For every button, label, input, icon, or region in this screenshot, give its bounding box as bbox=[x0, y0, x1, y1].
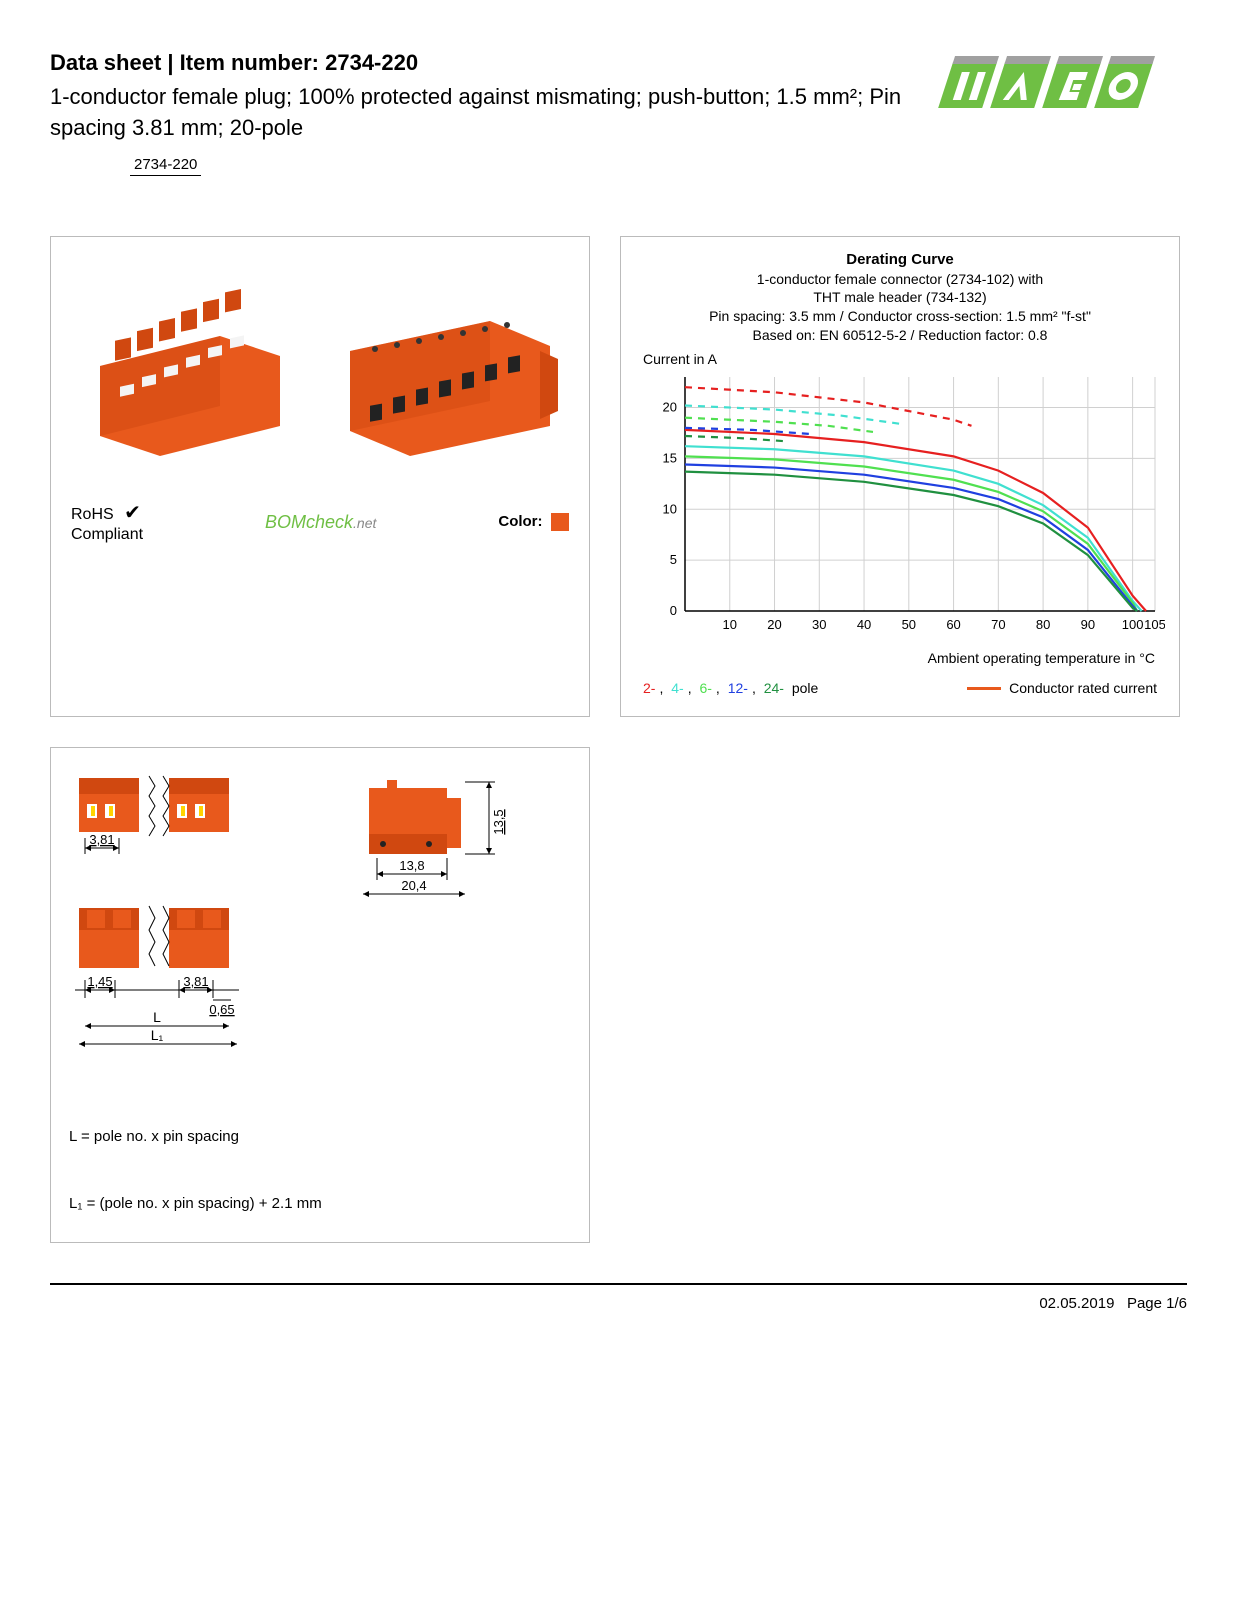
check-icon: ✔ bbox=[124, 502, 141, 524]
wago-logo bbox=[927, 50, 1187, 125]
dimensions-panel: 3,811,453,810,65LL₁ 13,513,820,4 L = pol… bbox=[50, 747, 590, 1243]
color-swatch bbox=[551, 513, 569, 531]
item-badge: 2734-220 bbox=[130, 154, 201, 176]
svg-text:13,5: 13,5 bbox=[491, 810, 506, 835]
page-footer: 02.05.2019 Page 1/6 bbox=[50, 1295, 1187, 1312]
svg-text:30: 30 bbox=[812, 617, 826, 632]
chart-title: Derating Curve bbox=[635, 251, 1165, 268]
svg-text:L: L bbox=[153, 1009, 161, 1025]
chart-sub1: 1-conductor female connector (2734-102) … bbox=[757, 271, 1043, 287]
svg-text:60: 60 bbox=[946, 617, 960, 632]
product-panel: RoHS ✔ Compliant BOMcheck.net Color: bbox=[50, 236, 590, 718]
svg-text:10: 10 bbox=[723, 617, 737, 632]
page-header: Data sheet | Item number: 2734-220 1-con… bbox=[50, 50, 1187, 176]
subtitle: 1-conductor female plug; 100% protected … bbox=[50, 82, 927, 144]
product-image-1 bbox=[80, 266, 310, 456]
footer-date: 02.05.2019 bbox=[1039, 1295, 1114, 1312]
svg-text:15: 15 bbox=[663, 451, 677, 466]
y-axis-label: Current in A bbox=[643, 351, 1165, 367]
legend-conductor: Conductor rated current bbox=[967, 680, 1157, 696]
chart-sub2: THT male header (734-132) bbox=[813, 289, 986, 305]
legend-line-icon bbox=[967, 687, 1001, 690]
header-text: Data sheet | Item number: 2734-220 1-con… bbox=[50, 50, 927, 176]
chart-sub3: Pin spacing: 3.5 mm / Conductor cross-se… bbox=[709, 308, 1091, 324]
svg-text:70: 70 bbox=[991, 617, 1005, 632]
svg-text:50: 50 bbox=[902, 617, 916, 632]
bomcheck-text: BOMcheck bbox=[265, 512, 353, 532]
rohs-line2: Compliant bbox=[71, 526, 143, 543]
svg-text:5: 5 bbox=[670, 552, 677, 567]
derating-chart: 10 20 30 40 50 60 70 80 90 100105 0 5 10 15 20 bbox=[635, 371, 1165, 641]
svg-text:105: 105 bbox=[1144, 617, 1165, 632]
compliance-row: RoHS ✔ Compliant BOMcheck.net Color: bbox=[65, 501, 575, 544]
svg-text:100: 100 bbox=[1122, 617, 1144, 632]
svg-text:10: 10 bbox=[663, 501, 677, 516]
svg-text:80: 80 bbox=[1036, 617, 1050, 632]
rohs-line1: RoHS bbox=[71, 506, 114, 523]
chart-subtitle: 1-conductor female connector (2734-102) … bbox=[635, 270, 1165, 346]
svg-text:20,4: 20,4 bbox=[401, 878, 426, 893]
svg-text:L₁: L₁ bbox=[151, 1027, 164, 1043]
svg-text:0,65: 0,65 bbox=[209, 1002, 234, 1017]
legend-poles: 2-, 4-, 6-, 12-, 24- pole bbox=[643, 680, 822, 696]
dim-drawings-row: 3,811,453,810,65LL₁ 13,513,820,4 bbox=[69, 768, 571, 1088]
color-block: Color: bbox=[498, 513, 569, 531]
bomcheck-suffix: .net bbox=[353, 515, 376, 531]
panels-row: RoHS ✔ Compliant BOMcheck.net Color: Der… bbox=[50, 236, 1187, 718]
svg-text:3,81: 3,81 bbox=[89, 832, 114, 847]
dim-drawing-right: 13,5 13,8 20,4 bbox=[349, 768, 549, 918]
chart-legend: 2-, 4-, 6-, 12-, 24- pole Conductor rate… bbox=[635, 680, 1165, 696]
legend-right-label: Conductor rated current bbox=[1009, 680, 1157, 696]
svg-text:90: 90 bbox=[1081, 617, 1095, 632]
rohs-block: RoHS ✔ Compliant bbox=[71, 501, 143, 544]
title-line: Data sheet | Item number: 2734-220 bbox=[50, 50, 927, 76]
bomcheck-logo: BOMcheck.net bbox=[265, 512, 376, 533]
svg-text:40: 40 bbox=[857, 617, 871, 632]
dim-note-1: L = pole no. x pin spacing bbox=[69, 1128, 571, 1145]
dim-drawing-left: 3,811,453,810,65LL₁ bbox=[69, 768, 289, 1088]
svg-text:1,45: 1,45 bbox=[87, 974, 112, 989]
chart-sub4: Based on: EN 60512-5-2 / Reduction facto… bbox=[753, 327, 1048, 343]
svg-text:13,8: 13,8 bbox=[399, 858, 424, 873]
color-label: Color: bbox=[498, 513, 542, 530]
svg-text:3,81: 3,81 bbox=[183, 974, 208, 989]
dim-note-2: L₁ = (pole no. x pin spacing) + 2.1 mm bbox=[69, 1195, 571, 1212]
svg-text:20: 20 bbox=[663, 400, 677, 415]
svg-text:0: 0 bbox=[670, 603, 677, 618]
product-images bbox=[65, 251, 575, 471]
item-number: 2734-220 bbox=[325, 50, 418, 75]
footer-page: Page 1/6 bbox=[1127, 1295, 1187, 1312]
product-image-2 bbox=[330, 266, 560, 456]
svg-text:20: 20 bbox=[767, 617, 781, 632]
footer-rule bbox=[50, 1283, 1187, 1285]
chart-panel: Derating Curve 1-conductor female connec… bbox=[620, 236, 1180, 718]
x-axis-label: Ambient operating temperature in °C bbox=[635, 650, 1155, 666]
title-prefix: Data sheet | Item number: bbox=[50, 50, 325, 75]
